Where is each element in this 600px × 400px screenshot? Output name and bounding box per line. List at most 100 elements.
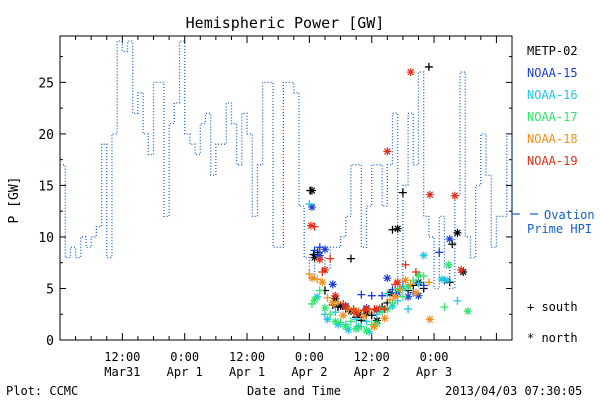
y-tick-label: 20 xyxy=(38,128,54,143)
south-marker xyxy=(305,270,314,279)
south-marker xyxy=(380,305,389,314)
north-marker xyxy=(362,305,371,314)
south-marker xyxy=(367,291,376,300)
x-tick-label-time: 0:00 xyxy=(295,350,324,364)
north-marker xyxy=(352,309,361,318)
north-marker xyxy=(310,295,319,304)
north-marker xyxy=(307,186,316,195)
north-marker xyxy=(315,255,324,264)
north-marker xyxy=(453,228,462,237)
north-marker xyxy=(437,275,446,284)
south-marker xyxy=(346,317,355,326)
south-marker xyxy=(396,285,405,294)
north-marker xyxy=(450,191,459,200)
south-marker xyxy=(333,297,342,306)
north-marker xyxy=(315,251,324,260)
ovation-legend: Ovation Prime HPI xyxy=(512,208,595,236)
south-marker xyxy=(393,296,402,305)
north-marker xyxy=(383,274,392,283)
x-tick-label-date: Apr 2 xyxy=(291,365,327,379)
north-marker xyxy=(457,265,466,274)
satellite-markers xyxy=(305,62,472,336)
south-marker xyxy=(310,246,319,255)
north-marker xyxy=(328,280,337,289)
north-marker xyxy=(414,271,423,280)
x-axis-label: Date and Time xyxy=(247,384,341,398)
north-marker xyxy=(323,315,332,324)
north-marker xyxy=(370,322,379,331)
north-marker xyxy=(331,291,340,300)
x-tick-label-time: 12:00 xyxy=(104,350,140,364)
y-tick-label: 15 xyxy=(38,179,54,194)
south-marker xyxy=(424,278,433,287)
south-marker xyxy=(315,286,324,295)
y-tick-label: 10 xyxy=(38,231,54,246)
north-marker xyxy=(339,311,348,320)
north-marker xyxy=(393,278,402,287)
south-marker xyxy=(411,267,420,276)
x-tick-label-date: Mar31 xyxy=(104,365,140,379)
north-marker xyxy=(406,68,415,77)
x-tick-label-date: Apr 1 xyxy=(167,365,203,379)
marker-legend-south: + south xyxy=(527,300,578,314)
north-marker xyxy=(404,282,413,291)
south-marker xyxy=(440,303,449,312)
y-tick-label: 0 xyxy=(46,334,54,349)
legend-item-noaa-17: NOAA-17 xyxy=(527,110,578,124)
legend-item-noaa-19: NOAA-19 xyxy=(527,154,578,168)
plot-frame xyxy=(59,35,513,341)
north-marker xyxy=(307,274,316,283)
footer-timestamp: 2013/04/03 07:30:05 xyxy=(445,384,582,398)
series-noaa19 xyxy=(306,68,466,318)
footer-source: Plot: CCMC xyxy=(6,384,78,398)
y-axis: 0 5 10 15 20 25 xyxy=(38,56,512,349)
south-marker xyxy=(346,254,355,263)
north-marker xyxy=(331,317,340,326)
south-marker xyxy=(398,188,407,197)
north-marker xyxy=(372,305,381,314)
south-marker xyxy=(388,225,397,234)
south-marker xyxy=(435,248,444,257)
south-marker xyxy=(326,310,335,319)
north-marker xyxy=(362,326,371,335)
x-tick-label-time: 0:00 xyxy=(170,350,199,364)
north-marker xyxy=(445,235,454,244)
legend-item-noaa-18: NOAA-18 xyxy=(527,132,578,146)
south-marker xyxy=(305,199,314,208)
x-tick-label-date: Apr 3 xyxy=(416,365,452,379)
x-tick-label-time: 12:00 xyxy=(354,350,390,364)
south-marker xyxy=(307,299,316,308)
south-marker xyxy=(404,305,413,314)
north-marker xyxy=(463,307,472,316)
north-marker xyxy=(341,303,350,312)
north-marker xyxy=(393,224,402,233)
chart-title: Hemispheric Power [GW] xyxy=(186,14,385,32)
south-marker xyxy=(336,318,345,327)
north-marker xyxy=(398,284,407,293)
south-marker xyxy=(409,276,418,285)
x-tick-label-time: 0:00 xyxy=(420,350,449,364)
ovation-legend-label-2: Prime HPI xyxy=(527,222,592,236)
y-axis-label: P [GW] xyxy=(7,177,22,224)
north-marker xyxy=(425,315,434,324)
south-marker xyxy=(406,280,415,289)
south-marker xyxy=(419,281,428,290)
north-marker xyxy=(404,292,413,301)
south-marker xyxy=(357,290,366,299)
north-marker xyxy=(320,304,329,313)
south-marker xyxy=(326,254,335,263)
north-marker xyxy=(391,292,400,301)
north-marker xyxy=(380,314,389,323)
south-marker xyxy=(424,62,433,71)
south-marker xyxy=(323,293,332,302)
y-tick-label: 25 xyxy=(38,76,54,91)
north-marker xyxy=(419,251,428,260)
legend-item-metp-02: METP-02 xyxy=(527,44,578,58)
series-metp02 xyxy=(306,62,468,325)
north-marker xyxy=(341,322,350,331)
x-tick-label-date: Apr 1 xyxy=(229,365,265,379)
series-noaa18 xyxy=(305,270,434,331)
legend-item-noaa-16: NOAA-16 xyxy=(527,88,578,102)
